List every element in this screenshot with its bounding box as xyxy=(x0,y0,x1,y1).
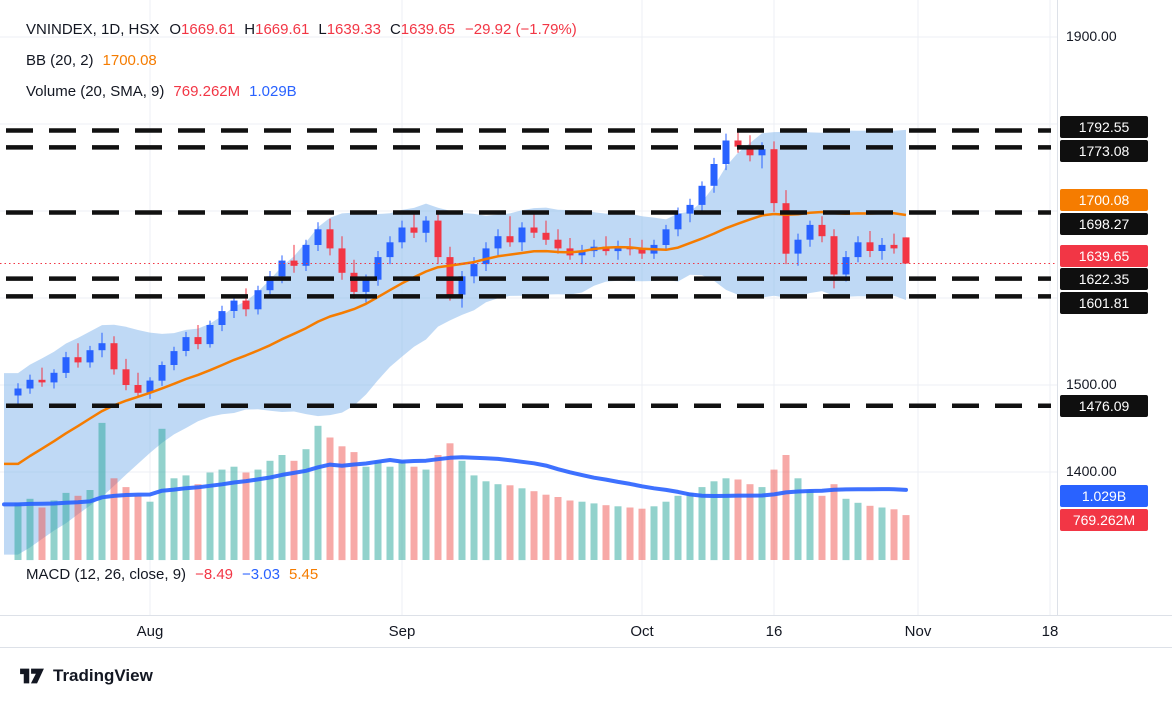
price-axis-label: 1900.00 xyxy=(1066,28,1117,44)
price-badge: 1698.27 xyxy=(1060,212,1148,235)
ohlc-high-key: H xyxy=(244,21,256,38)
macd-value-2: −3.03 xyxy=(242,566,280,583)
ohlc-close-key: C xyxy=(389,21,401,38)
price-badge: 769.262M xyxy=(1060,508,1148,531)
price-badge: 1601.81 xyxy=(1060,292,1148,315)
price-badge: 1773.08 xyxy=(1060,139,1148,162)
bb-basis-line xyxy=(4,210,907,466)
ohlc-open-key: O xyxy=(169,21,182,38)
time-axis-label: 16 xyxy=(765,623,783,640)
chart-pane[interactable]: VNINDEX, 1D, HSX O 1669.61 H 1669.61 L 1… xyxy=(0,0,1057,615)
chart-legend: VNINDEX, 1D, HSX O 1669.61 H 1669.61 L 1… xyxy=(26,14,577,107)
volume-label: Volume (20, SMA, 9) xyxy=(26,83,165,100)
macd-value-1: −8.49 xyxy=(195,566,234,583)
price-axis[interactable]: 1900.00 1500.00 1400.00 1792.55 1773.08 1700.… xyxy=(1057,0,1172,648)
bb-value: 1700.08 xyxy=(102,52,157,69)
ohlc-open-value: 1669.61 xyxy=(181,21,236,38)
symbol-legend-row[interactable]: VNINDEX, 1D, HSX O 1669.61 H 1669.61 L 1… xyxy=(26,14,577,45)
candlestick-chart[interactable] xyxy=(0,0,1057,615)
ohlc-low-key: L xyxy=(318,21,327,38)
volume-value: 769.262M xyxy=(173,83,241,100)
ohlc-close-value: 1639.65 xyxy=(400,21,456,38)
bb-legend-row[interactable]: BB (20, 2) 1700.08 xyxy=(26,45,577,76)
price-badge: 1476.09 xyxy=(1060,394,1148,417)
tradingview-brand-text: TradingView xyxy=(53,665,153,685)
symbol-title: VNINDEX, 1D, HSX xyxy=(26,21,160,38)
bollinger-band xyxy=(4,129,906,555)
volume-sma-line xyxy=(2,455,908,507)
time-axis[interactable]: Aug Sep Oct 16 Nov 18 xyxy=(0,615,1172,648)
macd-legend-row[interactable]: MACD (12, 26, close, 9) −8.49 −3.03 5.45 xyxy=(26,566,318,583)
volume-legend-row[interactable]: Volume (20, SMA, 9) 769.262M 1.029B xyxy=(26,76,577,107)
footer: TradingView xyxy=(0,648,1172,703)
price-axis-label: 1500.00 xyxy=(1066,376,1117,392)
bb-label: BB (20, 2) xyxy=(26,52,94,69)
time-axis-label: Sep xyxy=(388,623,416,640)
time-axis-label: 18 xyxy=(1041,623,1059,640)
price-badge: 1.029B xyxy=(1060,484,1148,507)
ohlc-low-value: 1639.33 xyxy=(326,21,381,38)
macd-value-3: 5.45 xyxy=(289,566,319,583)
time-axis-label: Oct xyxy=(630,623,654,640)
macd-label: MACD (12, 26, close, 9) xyxy=(26,566,187,583)
price-badge: 1622.35 xyxy=(1060,268,1148,291)
change-value: −29.92 (−1.79%) xyxy=(465,21,577,38)
price-badge: 1792.55 xyxy=(1060,115,1148,138)
volume-ma-value: 1.029B xyxy=(249,83,297,100)
tradingview-logo[interactable]: TradingView xyxy=(18,665,153,687)
price-badge: 1639.65 xyxy=(1060,244,1148,267)
ohlc-high-value: 1669.61 xyxy=(255,21,310,38)
level-lines[interactable] xyxy=(6,128,1051,409)
price-axis-label: 1400.00 xyxy=(1066,463,1117,479)
price-badge: 1700.08 xyxy=(1060,188,1148,211)
tradingview-logo-icon xyxy=(20,668,44,683)
volume-bars xyxy=(14,422,910,561)
time-axis-label: Aug xyxy=(136,623,164,640)
time-axis-label: Nov xyxy=(904,623,932,640)
